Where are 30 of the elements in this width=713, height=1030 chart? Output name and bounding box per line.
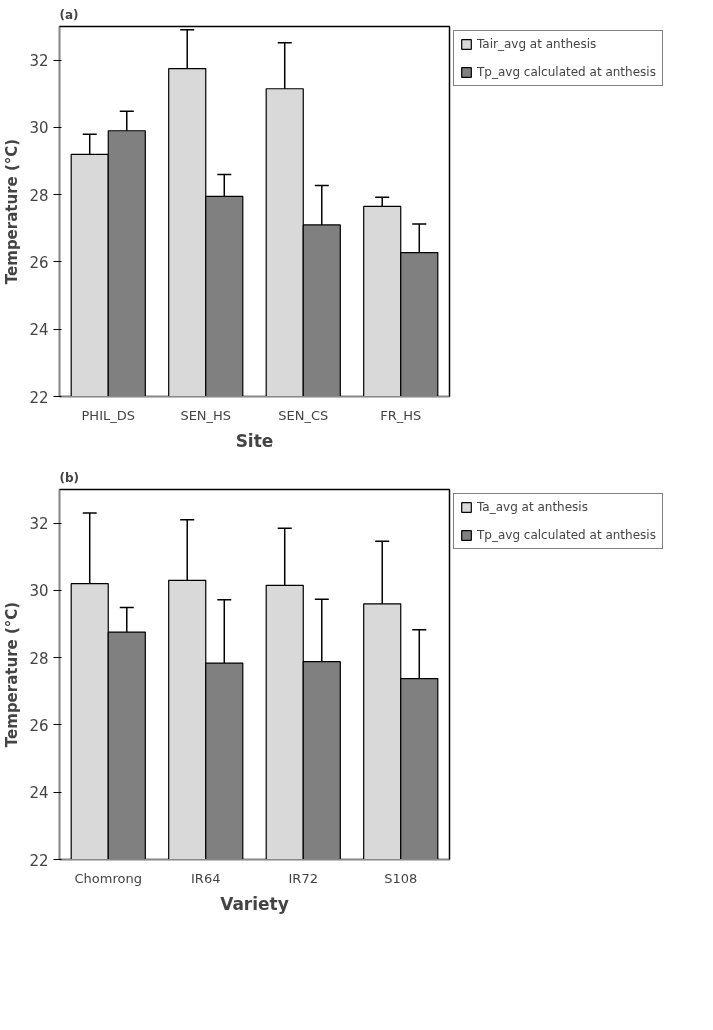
x-tick-label: FR_HS	[380, 407, 422, 423]
chart-title: (b)	[59, 470, 80, 485]
x-tick-label: SEN_HS	[180, 407, 232, 423]
y-tick-label: 30	[29, 119, 49, 138]
x-tick-label: PHIL_DS	[81, 407, 135, 423]
x-axis-title: Variety	[220, 893, 289, 914]
y-tick-label: 28	[29, 649, 49, 668]
chart-title: (a)	[59, 7, 79, 22]
y-tick-label: 32	[29, 515, 49, 534]
legend-label: Tp_avg calculated at anthesis	[477, 528, 656, 542]
y-tick-label: 22	[29, 851, 49, 870]
y-tick-label: 22	[29, 388, 49, 407]
legend-label: Tair_avg at anthesis	[477, 37, 597, 51]
y-tick-label: 30	[29, 582, 49, 601]
x-axis-title: Site	[235, 430, 274, 451]
y-axis-title: Temperature (°C)	[3, 138, 22, 285]
y-tick-label: 32	[29, 52, 49, 71]
x-tick-label: SEN_CS	[278, 407, 329, 423]
x-tick-label: S108	[384, 870, 418, 886]
x-tick-label: Chomrong	[74, 870, 142, 886]
y-tick-label: 24	[29, 784, 49, 803]
y-tick-label: 24	[29, 321, 49, 340]
x-tick-label: IR72	[288, 870, 318, 886]
legend-label: Tp_avg calculated at anthesis	[477, 65, 656, 79]
y-tick-label: 26	[29, 716, 49, 735]
y-axis-title: Temperature (°C)	[3, 601, 22, 748]
y-tick-label: 26	[29, 253, 49, 272]
y-tick-label: 28	[29, 186, 49, 205]
x-tick-label: IR64	[191, 870, 221, 886]
legend-label: Ta_avg at anthesis	[477, 500, 588, 514]
